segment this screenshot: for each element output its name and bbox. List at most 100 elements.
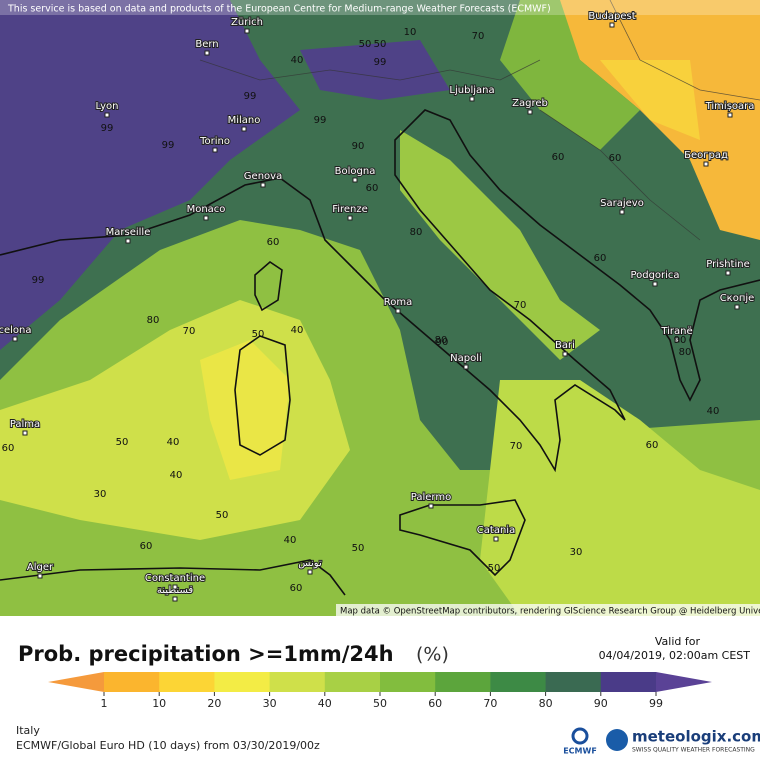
city-marker bbox=[125, 238, 131, 244]
colorbar-segment bbox=[214, 672, 271, 692]
colorbar-tick-label: 40 bbox=[318, 697, 332, 710]
city-labels: Zürich Bern Budapest Lyon Milano Ljubljana Zag… bbox=[0, 10, 755, 602]
city-marker bbox=[104, 112, 110, 118]
city-marker bbox=[527, 109, 533, 115]
city-label: Bern bbox=[195, 39, 218, 50]
contour-label: 90 bbox=[352, 141, 365, 152]
colorbar-segment bbox=[656, 672, 712, 692]
city-label: Palermo bbox=[411, 492, 451, 503]
city-label: Београд bbox=[684, 150, 728, 161]
contour-label: 60 bbox=[2, 443, 15, 454]
colorbar-segment bbox=[159, 672, 215, 692]
contour-label: 40 bbox=[284, 535, 297, 546]
city-label: Budapest bbox=[588, 11, 635, 22]
contour-label: 50 bbox=[359, 39, 372, 50]
region: Italy bbox=[16, 724, 40, 737]
city-label: Catania bbox=[477, 525, 515, 536]
notice: This service is based on data and produc… bbox=[7, 4, 551, 15]
colorbar-tick-label: 99 bbox=[649, 697, 663, 710]
map: This service is based on data and produc… bbox=[0, 0, 760, 617]
contour-label: 50 bbox=[488, 563, 501, 574]
colorbar-tick-label: 90 bbox=[594, 697, 608, 710]
city-marker bbox=[395, 308, 401, 314]
contour-label: 80 bbox=[435, 335, 448, 346]
contour-label: 99 bbox=[162, 140, 175, 151]
city-label: Milano bbox=[228, 115, 261, 126]
city-label: Ljubljana bbox=[449, 85, 494, 96]
colorbar-tick-label: 50 bbox=[373, 697, 387, 710]
contour-label: 99 bbox=[32, 275, 45, 286]
contour-label: 80 bbox=[679, 347, 692, 358]
colorbar-segment bbox=[104, 672, 160, 692]
city-label: Скопје bbox=[720, 292, 755, 304]
contour-label: 40 bbox=[707, 406, 720, 417]
colorbar-segment bbox=[269, 672, 326, 692]
colorbar-segment bbox=[324, 672, 381, 692]
city-marker bbox=[734, 304, 740, 310]
city-label: Bologna bbox=[335, 166, 376, 177]
colorbar-tick-label: 1 bbox=[101, 697, 108, 710]
city-label: Torino bbox=[199, 136, 230, 147]
city-marker bbox=[203, 215, 209, 221]
contour-label: 40 bbox=[170, 470, 183, 481]
contour-label: 70 bbox=[183, 326, 196, 337]
contour-label: 80 bbox=[147, 315, 160, 326]
model: ECMWF/Global Euro HD (10 days) from 03/3… bbox=[16, 739, 320, 752]
contour-label: 50 bbox=[352, 543, 365, 554]
colorbar-segment bbox=[48, 672, 104, 692]
city-marker bbox=[619, 209, 625, 215]
city-marker bbox=[727, 112, 733, 118]
city-marker bbox=[725, 270, 731, 276]
contour-label: 60 bbox=[267, 237, 280, 248]
city-label: Lyon bbox=[95, 101, 118, 112]
contour-label: 40 bbox=[291, 325, 304, 336]
colorbar-tick-label: 60 bbox=[428, 697, 442, 710]
contour-label: 50 bbox=[252, 329, 265, 340]
city-label: Bari bbox=[555, 340, 575, 351]
ecmwf-text: ECMWF bbox=[563, 747, 597, 756]
city-marker bbox=[347, 215, 353, 221]
city-marker bbox=[469, 96, 475, 102]
valid-time: 04/04/2019, 02:00am CEST bbox=[599, 649, 751, 662]
city-marker bbox=[352, 177, 358, 183]
city-marker bbox=[172, 596, 178, 602]
city-label: Zürich bbox=[231, 17, 263, 28]
contour-label: 70 bbox=[510, 441, 523, 452]
contour-label: 60 bbox=[594, 253, 607, 264]
ecmwf-logo: ECMWF bbox=[563, 727, 597, 756]
city-marker bbox=[241, 126, 247, 132]
colorbar-segment bbox=[490, 672, 547, 692]
colorbar-tick-label: 20 bbox=[207, 697, 221, 710]
city-marker bbox=[562, 351, 568, 357]
contour-label: 90 bbox=[436, 337, 449, 348]
city-label: Constantine bbox=[145, 573, 205, 584]
contour-label: 70 bbox=[514, 300, 527, 311]
city-label: celona bbox=[0, 325, 32, 336]
city-marker bbox=[12, 336, 18, 342]
colorbar-segment bbox=[600, 672, 657, 692]
contour-label: 99 bbox=[374, 57, 387, 68]
city-label: Tiranë bbox=[660, 326, 692, 337]
city-label: قسنطينة bbox=[157, 585, 194, 596]
city-label: Podgorica bbox=[630, 270, 679, 281]
contour-label: 60 bbox=[140, 541, 153, 552]
tagline: SWISS QUALITY WEATHER FORECASTING bbox=[632, 747, 755, 754]
city-marker bbox=[244, 28, 250, 34]
city-marker bbox=[307, 569, 313, 575]
colorbar-tick-label: 80 bbox=[539, 697, 553, 710]
contour-label: 50 bbox=[116, 437, 129, 448]
contour-label: 50 bbox=[216, 510, 229, 521]
contour-label: 50 bbox=[374, 39, 387, 50]
contour-label: 30 bbox=[94, 489, 107, 500]
contour-label: 99 bbox=[314, 115, 327, 126]
city-marker bbox=[703, 161, 709, 167]
city-marker bbox=[652, 281, 658, 287]
city-marker bbox=[204, 50, 210, 56]
contour-label: 90 bbox=[674, 335, 687, 346]
city-marker bbox=[172, 584, 178, 590]
city-marker bbox=[212, 147, 218, 153]
city-label: Marseille bbox=[106, 227, 151, 238]
legend-title: Prob. precipitation >=1mm/24h bbox=[18, 642, 394, 666]
